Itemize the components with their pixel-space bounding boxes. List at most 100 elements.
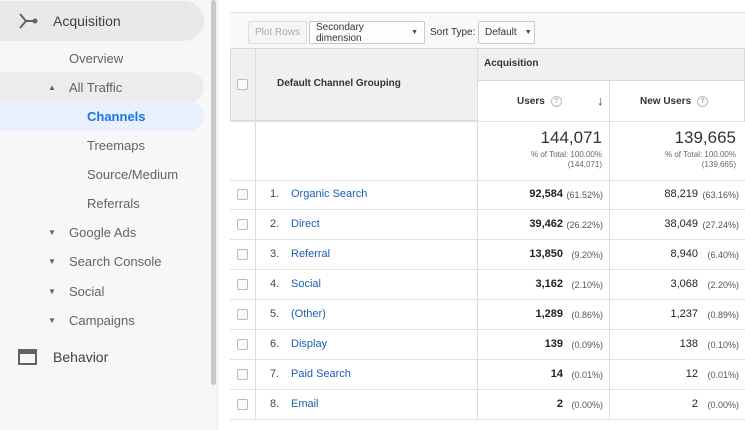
- row-number: 5.: [270, 308, 280, 320]
- users-total: 144,071: [540, 128, 602, 147]
- sidebar-item-campaigns[interactable]: ▼ Campaigns: [0, 305, 204, 335]
- new-users-value: 12: [685, 368, 698, 380]
- row-number: 8.: [270, 398, 280, 410]
- help-icon[interactable]: ?: [550, 96, 562, 107]
- row-divider: [230, 419, 745, 420]
- row-checkbox[interactable]: [237, 279, 248, 290]
- new-users-total-abs: (139,665): [701, 160, 736, 169]
- sidebar-item-label: Channels: [87, 108, 146, 124]
- new-users-value: 8,940: [670, 248, 698, 260]
- sidebar-item-source-medium[interactable]: Source/Medium: [0, 159, 204, 189]
- users-percent: (0.01%): [571, 370, 603, 380]
- plot-rows-button[interactable]: Plot Rows: [248, 21, 308, 44]
- dimension-header[interactable]: Default Channel Grouping: [277, 78, 401, 89]
- table-row: 7. Paid Search 14 (0.01%) 12 (0.01%): [230, 360, 745, 390]
- sidebar-item-channels[interactable]: Channels: [0, 101, 204, 131]
- row-divider: [230, 389, 745, 390]
- row-checkbox[interactable]: [237, 339, 248, 350]
- row-divider: [230, 329, 745, 330]
- sidebar-item-referrals[interactable]: Referrals: [0, 188, 204, 218]
- new-users-value: 3,068: [670, 278, 698, 290]
- users-percent: (26.22%): [566, 220, 603, 230]
- table-row: 5. (Other) 1,289 (0.86%) 1,237 (0.89%): [230, 300, 745, 330]
- secondary-dimension-dropdown[interactable]: Secondary dimension ▼: [309, 21, 425, 44]
- help-icon[interactable]: ?: [697, 96, 709, 107]
- sidebar-item-all-traffic[interactable]: ▲ All Traffic: [0, 72, 204, 102]
- sidebar-section-behavior[interactable]: Behavior: [0, 337, 204, 377]
- row-checkbox[interactable]: [237, 219, 248, 230]
- sidebar-item-social[interactable]: ▼ Social: [0, 276, 204, 306]
- row-checkbox[interactable]: [237, 399, 248, 410]
- channel-link[interactable]: Referral: [291, 248, 331, 260]
- new-users-percent: (27.24%): [702, 220, 739, 230]
- users-percent: (61.52%): [566, 190, 603, 200]
- sidebar-item-search-console[interactable]: ▼ Search Console: [0, 246, 204, 276]
- channel-link[interactable]: Display: [291, 338, 328, 350]
- new-users-percent: (6.40%): [707, 250, 739, 260]
- row-divider: [230, 359, 745, 360]
- sidebar-item-label: Overview: [69, 50, 124, 66]
- column-divider: [609, 80, 610, 420]
- new-users-percent: (0.10%): [707, 340, 739, 350]
- table-row: 2. Direct 39,462 (26.22%) 38,049 (27.24%): [230, 210, 745, 240]
- row-divider: [230, 239, 745, 240]
- sort-type-label: Sort Type:: [430, 27, 476, 38]
- table-row: 4. Social 3,162 (2.10%) 3,068 (2.20%): [230, 270, 745, 300]
- header-divider: [477, 80, 745, 81]
- users-percent: (0.86%): [571, 310, 603, 320]
- expand-arrow-icon: ▲: [48, 82, 56, 92]
- sort-type-value: Default: [485, 27, 517, 38]
- select-all-checkbox[interactable]: [237, 79, 248, 90]
- channel-link[interactable]: Paid Search: [291, 368, 351, 380]
- users-percent: (0.00%): [571, 400, 603, 410]
- sidebar-item-google-ads[interactable]: ▼ Google Ads: [0, 217, 204, 247]
- channel-link[interactable]: (Other): [291, 308, 326, 320]
- channel-link[interactable]: Direct: [291, 218, 320, 230]
- row-checkbox[interactable]: [237, 369, 248, 380]
- row-number: 2.: [270, 218, 280, 230]
- users-column-header[interactable]: Users?: [517, 96, 562, 107]
- sidebar-section-label: Behavior: [53, 349, 109, 365]
- users-percent: (2.10%): [571, 280, 603, 290]
- new-users-total: 139,665: [674, 128, 736, 147]
- channel-link[interactable]: Organic Search: [291, 188, 368, 200]
- users-value: 13,850: [529, 248, 563, 260]
- sidebar-section-acquisition[interactable]: Acquisition: [0, 1, 204, 41]
- channel-link[interactable]: Email: [291, 398, 319, 410]
- sort-descending-icon[interactable]: ↓: [597, 93, 604, 108]
- acquisition-group-header: Acquisition: [484, 58, 539, 69]
- users-total-pct: % of Total: 100.00%: [530, 150, 602, 159]
- sidebar-item-treemaps[interactable]: Treemaps: [0, 130, 204, 160]
- row-number: 6.: [270, 338, 280, 350]
- sort-type-dropdown[interactable]: Default ▼: [478, 21, 535, 44]
- sidebar-item-label: Campaigns: [69, 312, 135, 328]
- row-number: 4.: [270, 278, 280, 290]
- row-checkbox[interactable]: [237, 309, 248, 320]
- sidebar-item-overview[interactable]: Overview: [0, 43, 204, 73]
- row-checkbox[interactable]: [237, 249, 248, 260]
- new-users-percent: (0.01%): [707, 370, 739, 380]
- row-checkbox[interactable]: [237, 189, 248, 200]
- collapse-arrow-icon: ▼: [48, 227, 56, 237]
- sidebar-item-label: Source/Medium: [87, 166, 179, 182]
- new-users-column-header[interactable]: New Users?: [640, 96, 709, 107]
- new-users-value: 2: [691, 398, 698, 410]
- sidebar-item-label: All Traffic: [69, 79, 123, 95]
- new-users-value: 88,219: [664, 188, 698, 200]
- behavior-icon: [18, 349, 37, 365]
- report-main: Plot Rows Secondary dimension ▼ Sort Typ…: [230, 0, 745, 430]
- table-row: 6. Display 139 (0.09%) 138 (0.10%): [230, 330, 745, 360]
- sidebar-item-label: Treemaps: [87, 137, 146, 153]
- new-users-value: 1,237: [670, 308, 698, 320]
- users-value: 139: [544, 338, 563, 350]
- users-value: 1,289: [535, 308, 563, 320]
- users-percent: (0.09%): [571, 340, 603, 350]
- sidebar-scrollbar[interactable]: [211, 0, 216, 385]
- channel-link[interactable]: Social: [291, 278, 321, 290]
- new-users-percent: (0.89%): [707, 310, 739, 320]
- column-divider: [255, 48, 256, 420]
- users-value: 39,462: [529, 218, 563, 230]
- plot-rows-label: Plot Rows: [255, 27, 301, 38]
- users-header-bg: [478, 81, 609, 121]
- new-users-header-bg: [610, 81, 744, 121]
